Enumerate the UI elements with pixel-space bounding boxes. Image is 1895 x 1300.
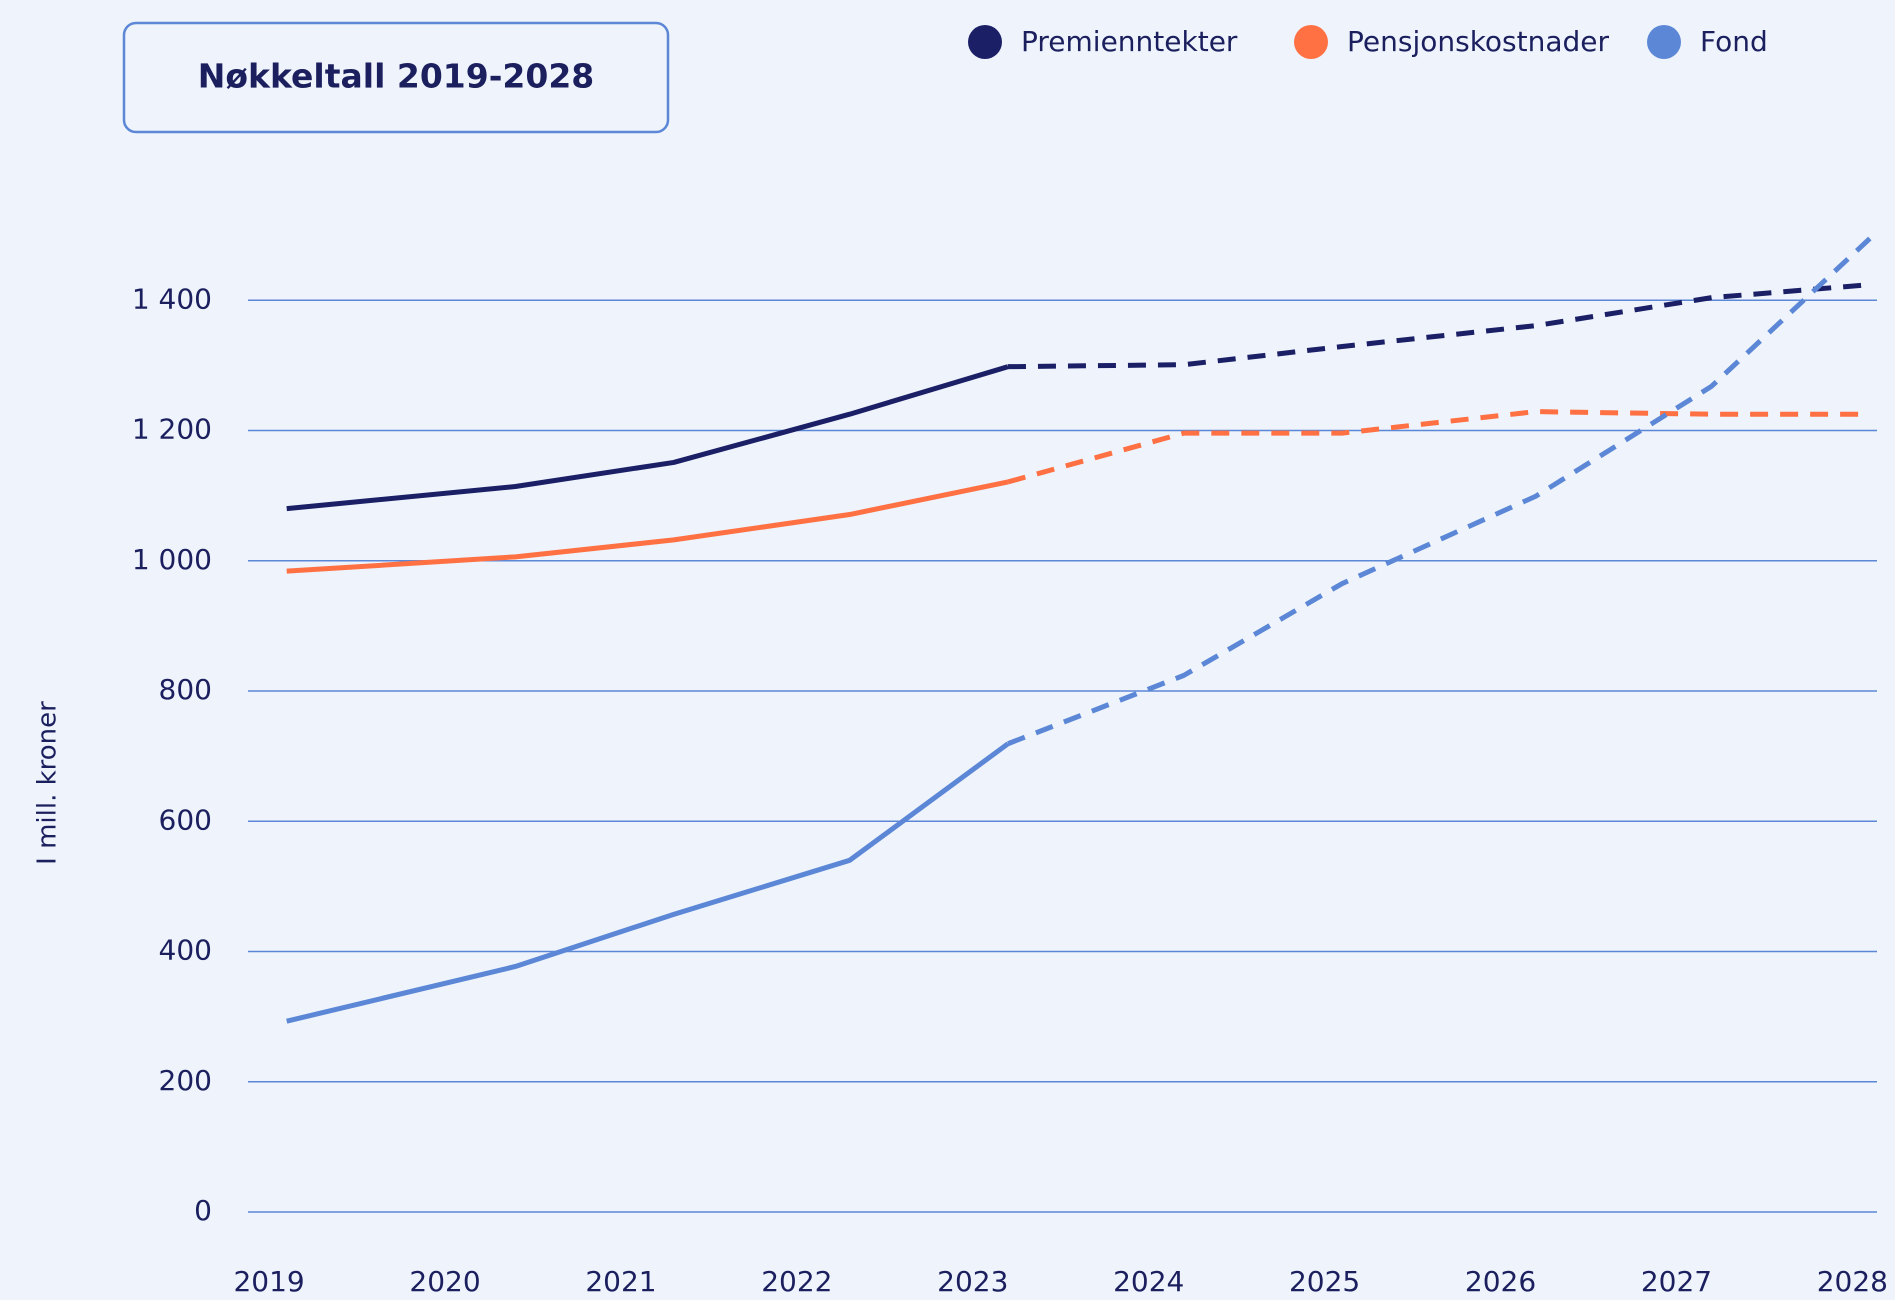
y-tick-label: 400 bbox=[159, 934, 212, 967]
legend-swatch bbox=[968, 25, 1002, 59]
x-tick-label: 2023 bbox=[937, 1265, 1008, 1298]
x-tick-label: 2024 bbox=[1113, 1265, 1184, 1298]
legend-label: Fond bbox=[1700, 25, 1768, 58]
x-tick-label: 2021 bbox=[585, 1265, 656, 1298]
legend-swatch bbox=[1647, 25, 1681, 59]
legend-label: Pensjonskostnader bbox=[1347, 25, 1610, 58]
x-tick-label: 2028 bbox=[1817, 1265, 1888, 1298]
y-tick-label: 800 bbox=[159, 673, 212, 706]
forecast-line bbox=[1007, 236, 1872, 747]
legend-label: Premienntekter bbox=[1021, 25, 1238, 58]
title-box bbox=[122, 21, 670, 134]
x-tick-label: 2026 bbox=[1465, 1265, 1536, 1298]
y-tick-label: 0 bbox=[194, 1194, 212, 1227]
series-line bbox=[286, 364, 1009, 512]
y-tick-label: 200 bbox=[159, 1064, 212, 1097]
forecast-line bbox=[1007, 282, 1871, 370]
forecast-line bbox=[1007, 409, 1870, 485]
x-tick-label: 2025 bbox=[1289, 1265, 1360, 1298]
series-line bbox=[286, 479, 1009, 574]
y-axis-label: I mill. kroner bbox=[33, 701, 63, 865]
x-tick-label: 2019 bbox=[233, 1265, 304, 1298]
x-tick-label: 2022 bbox=[761, 1265, 832, 1298]
y-tick-label: 1 200 bbox=[132, 413, 212, 446]
y-tick-label: 1 400 bbox=[132, 282, 212, 315]
y-tick-label: 1 000 bbox=[132, 543, 212, 576]
legend-swatch bbox=[1294, 25, 1328, 59]
y-tick-label: 600 bbox=[159, 803, 212, 836]
chart-title: Nøkkeltall 2019-2028 bbox=[198, 57, 595, 96]
x-tick-label: 2027 bbox=[1641, 1265, 1712, 1298]
series-line bbox=[286, 741, 1010, 1024]
x-tick-label: 2020 bbox=[409, 1265, 480, 1298]
